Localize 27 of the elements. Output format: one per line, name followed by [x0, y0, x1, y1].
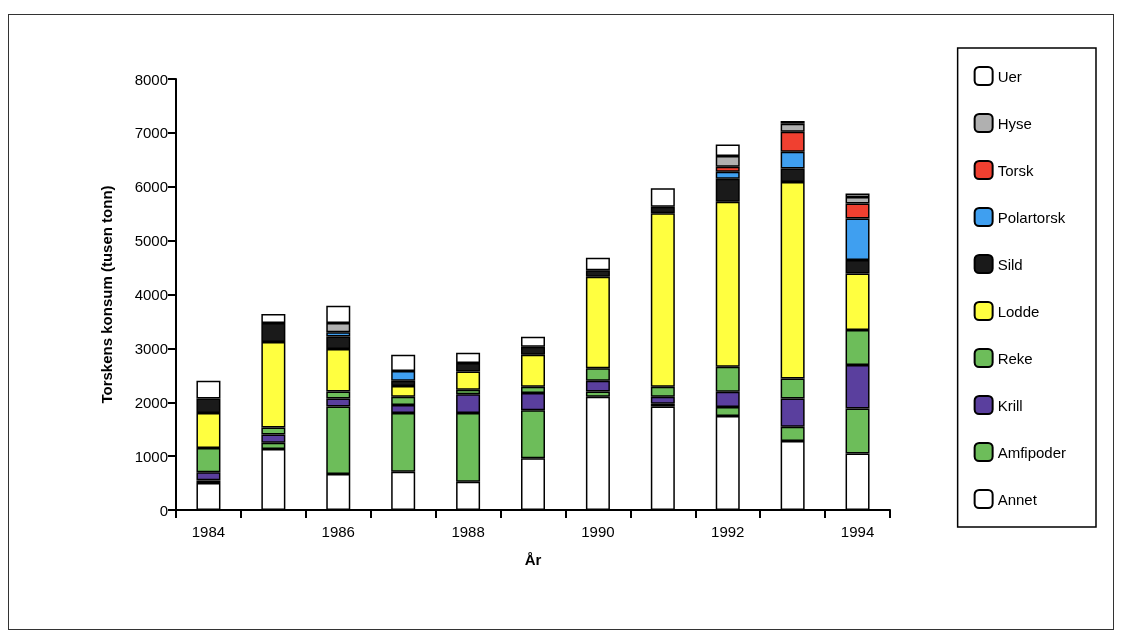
legend-label: Lodde [997, 302, 1040, 320]
legend-label: Amfipoder [997, 443, 1067, 461]
y-tick-label: 5000 [134, 232, 168, 250]
legend-label: Hyse [997, 114, 1032, 132]
x-tick-label: 1992 [711, 523, 745, 540]
x-tick-label: 1984 [191, 523, 226, 540]
x-tick-label: 1986 [321, 523, 355, 540]
x-axis-title: År [524, 551, 542, 568]
y-tick-label: 6000 [134, 178, 168, 196]
y-axis-title: Torskens konsum (tusen tonn) [98, 185, 115, 404]
legend-label: Polartorsk [997, 208, 1066, 226]
y-tick-label: 3000 [134, 339, 168, 357]
legend-label: Annet [997, 490, 1038, 508]
legend-label: Krill [997, 396, 1023, 414]
x-tick-label: 1988 [451, 523, 485, 540]
x-tick-label: 1994 [840, 523, 875, 540]
legend-label: Torsk [997, 161, 1034, 179]
y-tick-label: 4000 [134, 286, 168, 303]
x-tick-label: 1990 [581, 523, 615, 540]
y-tick-label: 8000 [134, 70, 168, 88]
y-tick-label: 7000 [134, 124, 168, 142]
legend-label: Reke [997, 349, 1033, 367]
legend-label: Uer [997, 67, 1022, 85]
y-tick-label: 2000 [134, 393, 168, 411]
legend-label: Sild [997, 255, 1023, 273]
y-tick-label: 1000 [134, 447, 168, 465]
y-tick-label: 0 [159, 501, 168, 519]
